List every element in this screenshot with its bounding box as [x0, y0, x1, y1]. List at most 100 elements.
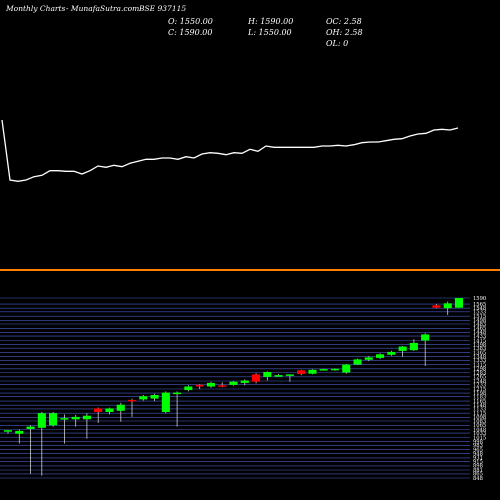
- candle-body: [161, 392, 170, 412]
- candle: [15, 429, 24, 444]
- candle-body: [150, 395, 159, 399]
- y-tick-label: 1590: [473, 296, 486, 302]
- candle-body: [376, 354, 385, 358]
- candle-body: [308, 369, 317, 374]
- candle: [3, 430, 13, 434]
- y-tick-label: 965: [473, 447, 483, 453]
- y-tick-label: 1315: [473, 363, 486, 369]
- candle-body: [184, 386, 193, 391]
- candle-body: [218, 385, 227, 387]
- candle: [319, 368, 328, 371]
- candle-body: [37, 413, 46, 428]
- price-axis: 1590156515481533151514981483146514481433…: [473, 296, 486, 482]
- close-line-series: [1, 119, 459, 182]
- y-tick-label: 1548: [473, 306, 486, 312]
- y-tick-label: 1265: [473, 375, 486, 381]
- candle-body: [342, 364, 351, 373]
- y-tick-label: 1415: [473, 338, 486, 344]
- candle-body: [229, 381, 238, 385]
- candle-body: [49, 413, 58, 426]
- candle-body: [409, 342, 418, 351]
- y-tick-label: 1115: [473, 411, 486, 417]
- candle-body: [398, 346, 407, 351]
- candle-body: [3, 430, 13, 432]
- candle: [37, 412, 46, 476]
- y-tick-label: 1398: [473, 342, 486, 348]
- y-tick-label: 1048: [473, 427, 486, 433]
- candle: [218, 382, 227, 388]
- candle-body: [105, 408, 114, 412]
- candle: [387, 350, 396, 356]
- y-tick-label: 1283: [473, 370, 486, 376]
- candle: [161, 391, 170, 414]
- y-tick-label: 1533: [473, 310, 486, 316]
- candle-body: [353, 359, 362, 365]
- y-tick-label: 1033: [473, 431, 486, 437]
- y-tick-label: 898: [473, 464, 483, 470]
- candle-body: [206, 382, 215, 387]
- y-tick-label: 865: [473, 472, 483, 478]
- candle-body: [195, 384, 204, 387]
- candle-body: [252, 374, 261, 382]
- y-tick-label: 1098: [473, 415, 486, 421]
- candle: [342, 364, 351, 374]
- oh-value: OH: 2.58: [326, 28, 363, 37]
- y-tick-label: 1065: [473, 423, 486, 429]
- y-tick-label: 1248: [473, 379, 486, 385]
- candle: [150, 393, 159, 402]
- y-tick-label: 983: [473, 443, 483, 449]
- high-value: H: 1590.00: [248, 17, 294, 26]
- y-tick-label: 931: [473, 456, 483, 462]
- chart-source: - MunafaSutra.com: [66, 4, 140, 13]
- candle: [252, 373, 261, 384]
- candle: [139, 395, 148, 401]
- y-tick-label: 1465: [473, 326, 486, 332]
- y-tick-label: 1483: [473, 322, 486, 328]
- candle-body: [128, 399, 137, 402]
- y-tick-label: 848: [473, 476, 483, 482]
- chart-symbol: BSE 937115: [139, 4, 187, 13]
- candle: [49, 412, 58, 427]
- candle: [128, 398, 137, 417]
- candle-body: [82, 415, 91, 420]
- candle: [71, 414, 80, 427]
- candle: [409, 339, 418, 351]
- candle-body: [263, 372, 272, 377]
- candle: [26, 425, 35, 474]
- candle: [195, 384, 204, 389]
- y-tick-label: 1198: [473, 391, 486, 397]
- candle: [274, 373, 283, 377]
- candle: [184, 385, 193, 392]
- candlestick-series: [3, 298, 463, 476]
- candle: [285, 374, 294, 382]
- y-tick-label: 1298: [473, 367, 486, 373]
- price-grid: [0, 297, 470, 479]
- oc-value: OC: 2.58: [326, 17, 362, 26]
- candle: [353, 358, 362, 365]
- candle: [308, 369, 317, 375]
- candle-body: [443, 303, 452, 309]
- y-tick-label: 1083: [473, 419, 486, 425]
- candle: [443, 301, 452, 315]
- candle-body: [421, 334, 430, 341]
- candle: [263, 371, 272, 381]
- candle-body: [432, 305, 441, 308]
- y-tick-label: 998: [473, 439, 483, 445]
- candle-body: [364, 357, 373, 360]
- y-tick-label: 1215: [473, 387, 486, 393]
- candle-body: [285, 374, 294, 376]
- candle-body: [297, 370, 306, 374]
- candle-body: [454, 298, 463, 308]
- y-tick-label: 1133: [473, 407, 486, 413]
- candle: [364, 356, 373, 362]
- candle: [376, 353, 385, 360]
- open-value: O: 1550.00: [168, 17, 213, 26]
- y-tick-label: 948: [473, 452, 483, 458]
- candle: [229, 381, 238, 386]
- ol-value: OL: 0: [326, 39, 349, 48]
- candle: [398, 346, 407, 357]
- candle: [432, 304, 441, 309]
- candle-body: [319, 369, 328, 371]
